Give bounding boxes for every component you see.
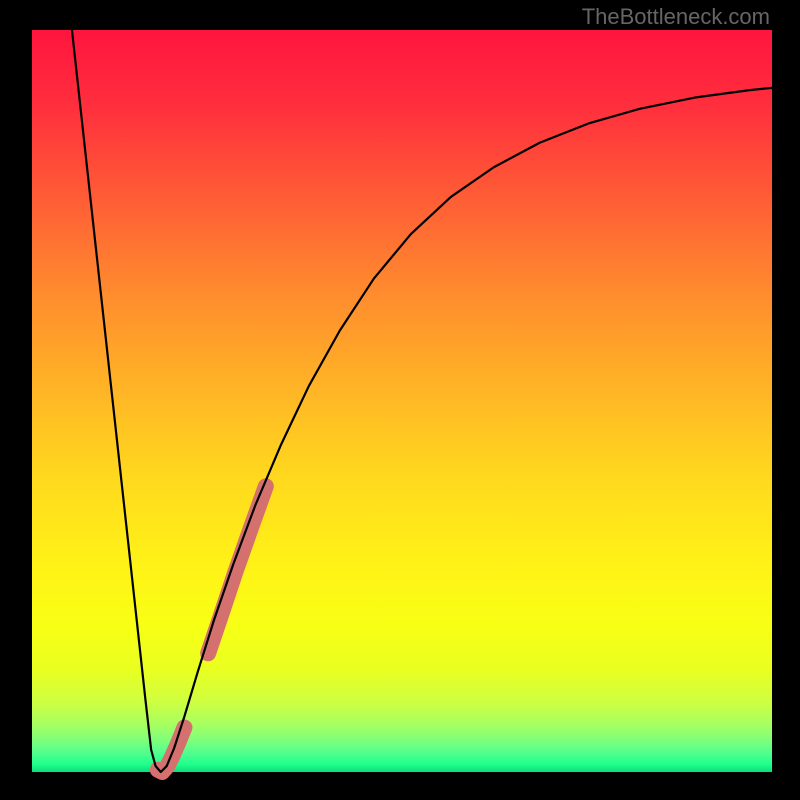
main-curve [72, 30, 772, 772]
highlight-segment [208, 486, 266, 653]
line-chart-overlay [0, 0, 800, 800]
highlight-segment [158, 727, 185, 772]
curve-main-black [72, 30, 772, 772]
chart-container: TheBottleneck.com [0, 0, 800, 800]
